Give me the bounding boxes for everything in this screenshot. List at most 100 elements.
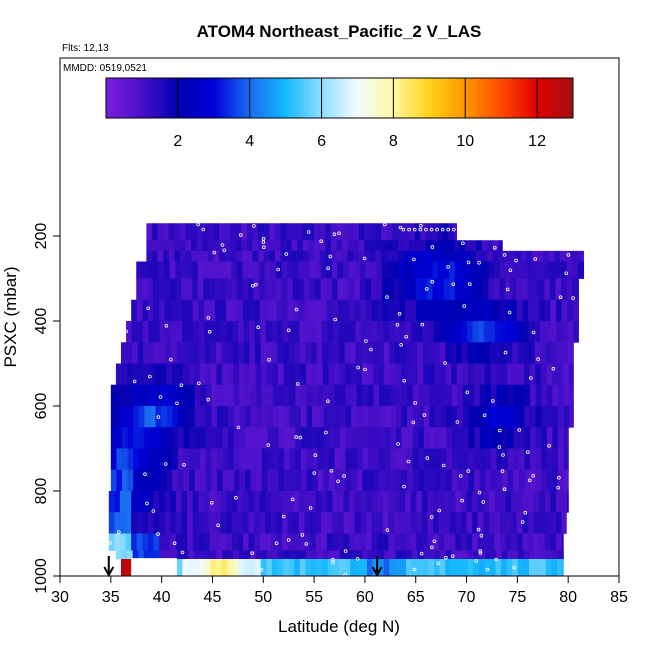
heat-cell: [456, 342, 463, 364]
heat-cell: [192, 491, 199, 513]
heat-cell: [256, 448, 263, 471]
heat-cell: [161, 448, 168, 471]
heat-cell: [142, 299, 149, 322]
heat-cell: [429, 469, 436, 492]
heat-cell: [250, 469, 257, 492]
heat-cell: [437, 250, 444, 262]
heat-cell: [131, 321, 138, 343]
heat-cell: [217, 469, 224, 492]
heat-cell: [143, 342, 150, 364]
heat-cell: [207, 250, 215, 262]
heat-cell: [417, 363, 424, 386]
heat-cell: [226, 533, 233, 551]
heat-cell: [179, 223, 187, 241]
heat-cell: [122, 448, 129, 471]
heat-cell: [220, 512, 227, 534]
heat-cell: [533, 299, 540, 322]
heat-cell: [255, 342, 262, 364]
heat-cell: [110, 384, 118, 407]
heat-cell: [310, 491, 317, 513]
heat-cell: [282, 299, 289, 322]
sample-dot: [527, 478, 532, 483]
heat-cell: [338, 342, 346, 364]
heat-cell: [309, 278, 316, 301]
heat-cell: [428, 342, 435, 364]
heat-cell: [562, 559, 564, 576]
heat-cell: [161, 427, 168, 449]
heat-cell: [153, 512, 160, 534]
sample-dot: [281, 514, 286, 519]
heat-cell: [381, 250, 388, 262]
heat-cell: [250, 384, 257, 407]
sample-dot: [156, 415, 161, 419]
heat-cell: [420, 223, 427, 241]
heat-cell: [321, 491, 328, 513]
heat-cell: [275, 278, 283, 301]
heat-cell: [177, 406, 185, 428]
heat-cell: [304, 299, 311, 322]
heat-cell: [438, 299, 445, 322]
heat-cell: [355, 321, 362, 343]
heat-cell: [126, 321, 133, 343]
heat-cell: [264, 261, 271, 279]
heat-cell: [440, 469, 447, 492]
heat-cell: [582, 250, 585, 262]
heat-cell: [398, 278, 406, 301]
sample-dot: [145, 501, 149, 506]
heat-cell: [203, 512, 211, 534]
heat-cell: [393, 278, 400, 301]
x-tick-label: 50: [254, 589, 272, 606]
heat-cell: [349, 299, 356, 322]
sample-dot: [430, 245, 435, 249]
heat-cell: [194, 406, 201, 428]
heat-cell: [541, 469, 548, 492]
heat-cell: [222, 406, 229, 428]
heat-cell: [382, 261, 389, 279]
heat-cell: [445, 342, 452, 364]
heat-cell: [460, 278, 467, 301]
heat-cell: [136, 491, 143, 513]
heat-cell: [462, 406, 470, 428]
heat-cell: [505, 512, 512, 534]
sample-dot: [435, 227, 439, 232]
y-tick-label: 600: [33, 393, 50, 420]
heat-cell: [337, 533, 345, 551]
heat-cell: [416, 491, 423, 513]
heat-cell: [160, 363, 167, 386]
heat-cell: [557, 363, 564, 386]
heat-cell: [270, 512, 278, 534]
heat-cell: [433, 321, 440, 343]
sample-dot: [492, 246, 497, 250]
heat-cell: [400, 550, 408, 560]
heat-cell: [235, 223, 243, 241]
heat-cell: [359, 261, 367, 279]
heat-cell: [176, 559, 184, 576]
heat-cell: [331, 278, 339, 301]
heat-cell: [122, 384, 129, 407]
heat-cell: [136, 512, 143, 534]
heat-cell: [471, 278, 478, 301]
heat-cell: [470, 240, 477, 252]
heat-cell: [256, 384, 263, 407]
heat-cell: [563, 550, 564, 560]
heat-cell: [175, 533, 183, 551]
heat-cell: [389, 342, 396, 364]
heat-cell: [349, 321, 356, 343]
sample-dot: [443, 361, 447, 365]
heat-cell: [474, 448, 481, 471]
x-axis: 30 35 40 45 50 55 60 65 70 75 80 85: [51, 576, 628, 606]
heat-cell: [127, 363, 134, 386]
heat-cell: [438, 533, 445, 551]
sample-dot: [407, 227, 411, 232]
sample-dot: [437, 508, 442, 513]
heat-cell: [136, 278, 143, 301]
heat-cell: [367, 384, 375, 407]
heat-cell: [554, 250, 561, 262]
heat-cell: [228, 427, 235, 449]
heat-cell: [393, 512, 401, 534]
sample-dot: [558, 295, 563, 300]
heat-cell: [166, 469, 173, 492]
heat-cell: [492, 250, 500, 262]
heat-cell: [155, 427, 162, 449]
heat-cell: [119, 512, 127, 534]
